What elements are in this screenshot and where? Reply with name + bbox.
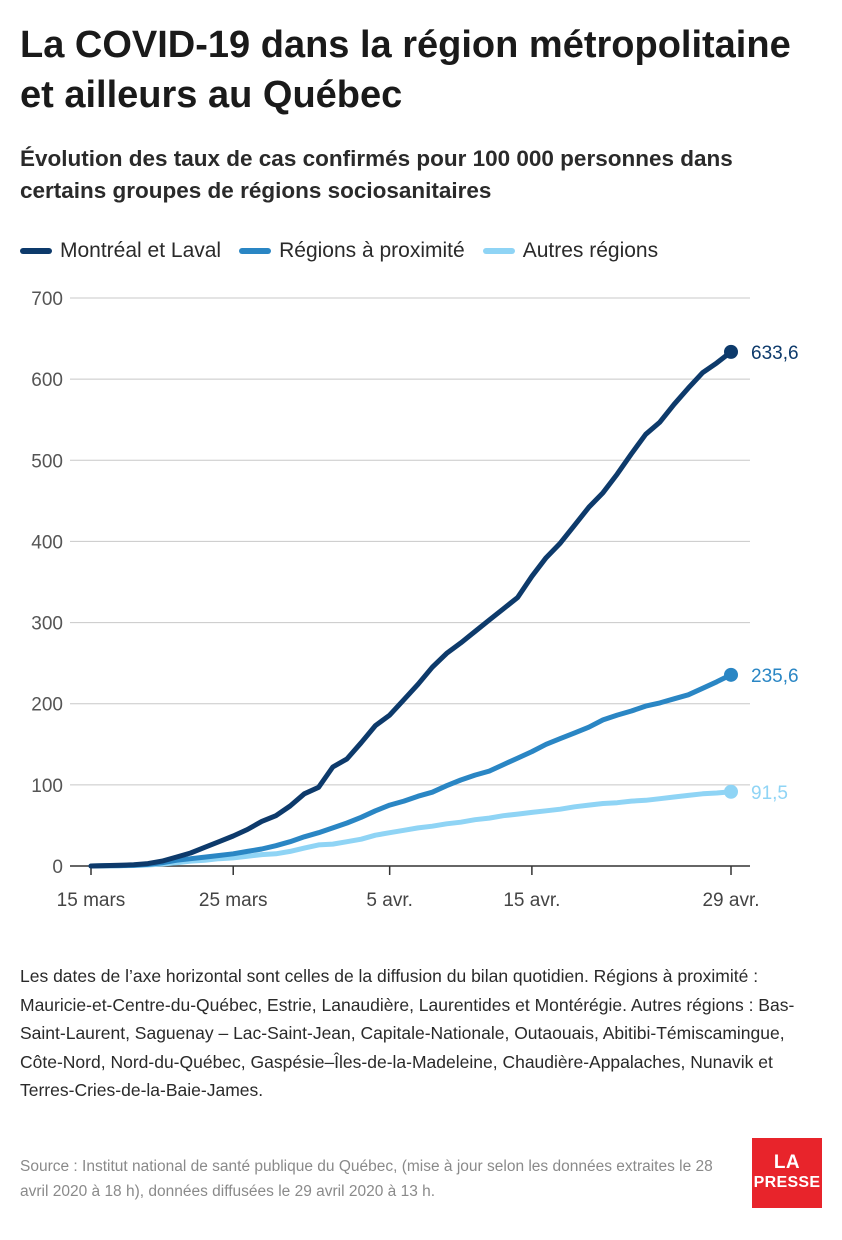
line-chart: 0 100 200 300 400 500 600 700 15 mars 25 mars 5 av… <box>31 289 799 911</box>
y-tick-label: 0 <box>52 857 63 878</box>
y-tick-label: 400 <box>31 532 63 553</box>
legend-item-autres-regions: Autres régions <box>482 239 659 263</box>
series-lines <box>88 344 738 869</box>
series-line <box>88 672 734 869</box>
series-end-point <box>724 344 738 359</box>
end-value-label: 91,5 <box>751 783 788 804</box>
y-tick-label: 100 <box>31 776 63 797</box>
legend-label-regions-proximite: Régions à proximité <box>279 239 465 262</box>
x-tick-label: 15 mars <box>57 890 126 911</box>
legend-label-autres-regions: Autres régions <box>522 239 659 262</box>
series-end-point <box>724 667 738 682</box>
chart-subtitle: Évolution des taux de cas confirmés pour… <box>20 146 733 203</box>
x-tick-label: 29 avr. <box>702 890 759 911</box>
y-tick-label: 500 <box>31 451 63 472</box>
logo-line-1: LA <box>773 1152 801 1173</box>
logo-line-2: PRESSE <box>753 1174 821 1191</box>
series-line <box>88 349 734 869</box>
x-tick-label: 25 mars <box>199 890 268 911</box>
end-labels: 91,5 235,6 633,6 <box>751 343 799 804</box>
end-value-label: 235,6 <box>751 666 799 687</box>
legend-item-regions-proximite: Régions à proximité <box>239 239 465 263</box>
series-line <box>88 789 734 869</box>
axes: 0 100 200 300 400 500 600 700 15 mars 25 mars 5 av… <box>31 289 759 911</box>
y-tick-label: 200 <box>31 695 63 716</box>
x-tick-label: 15 avr. <box>503 890 560 911</box>
y-tick-label: 600 <box>31 370 63 391</box>
series-end-point <box>724 784 738 799</box>
legend-swatch-autres-regions <box>482 248 515 254</box>
y-tick-label: 700 <box>31 289 63 310</box>
chart-notes: Les dates de l’axe horizontal sont celle… <box>20 966 795 1100</box>
legend-swatch-montreal-laval <box>20 248 52 254</box>
la-presse-logo: LA PRESSE <box>752 1138 822 1208</box>
legend-label-montreal-laval: Montréal et Laval <box>60 239 222 262</box>
legend: Montréal et Laval Régions à proximité Au… <box>20 234 676 268</box>
grid-lines <box>70 297 750 786</box>
legend-item-montreal-laval: Montréal et Laval <box>20 239 221 263</box>
end-value-label: 633,6 <box>751 343 799 364</box>
y-tick-label: 300 <box>31 614 63 635</box>
legend-swatch-regions-proximite <box>239 248 272 254</box>
x-tick-label: 5 avr. <box>366 890 412 911</box>
source-note: Source : Institut national de santé publ… <box>20 1158 713 1200</box>
chart-title: La COVID-19 dans la région métropolitain… <box>20 24 791 116</box>
